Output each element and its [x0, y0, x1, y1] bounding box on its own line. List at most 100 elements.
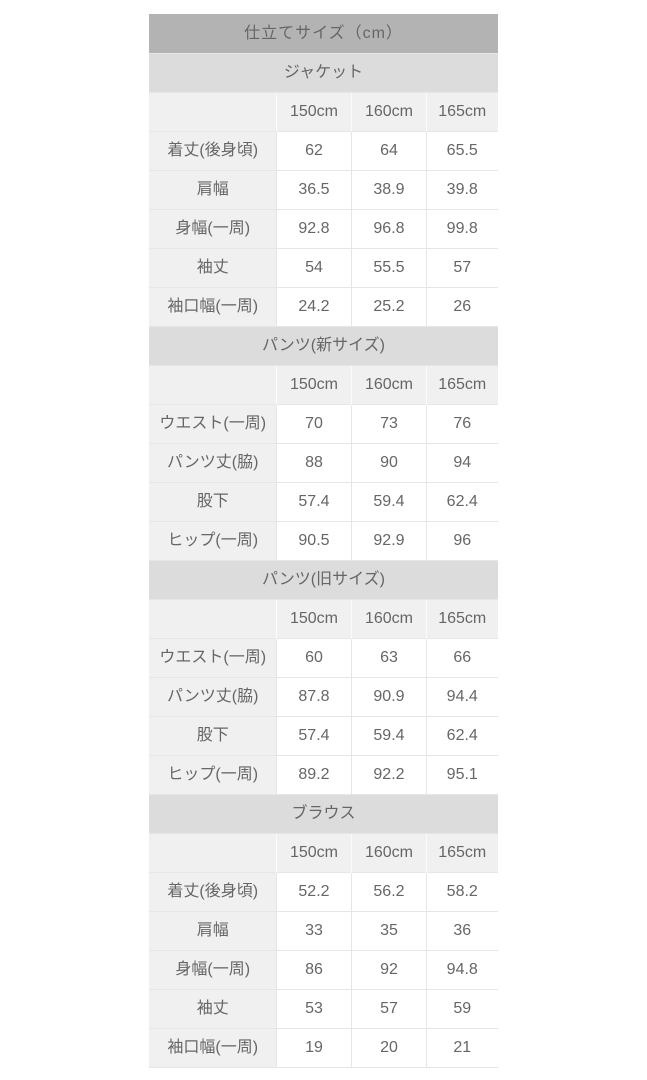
- row-label: パンツ丈(脇): [149, 442, 277, 482]
- measurement-row: 着丈(後身頃) 52.2 56.2 58.2: [149, 871, 498, 911]
- size-value: 24.2: [275, 286, 352, 326]
- size-value: 58.2: [425, 871, 498, 911]
- size-value: 95.1: [425, 754, 498, 794]
- size-value: 73: [350, 403, 427, 443]
- section-row: パンツ(新サイズ): [149, 325, 498, 365]
- measurement-row: 肩幅 36.5 38.9 39.8: [149, 169, 498, 209]
- size-value: 92: [350, 949, 427, 989]
- size-value: 70: [275, 403, 352, 443]
- row-label: ヒップ(一周): [149, 754, 277, 794]
- measurement-row: 袖丈 54 55.5 57: [149, 247, 498, 287]
- size-value: 88: [275, 442, 352, 482]
- size-value: 57: [350, 988, 427, 1028]
- section-row: パンツ(旧サイズ): [149, 559, 498, 599]
- row-label: ウエスト(一周): [149, 403, 277, 443]
- size-value: 57.4: [275, 481, 352, 521]
- size-value: 39.8: [425, 169, 498, 209]
- corner-cell: [149, 364, 277, 404]
- size-value: 52.2: [275, 871, 352, 911]
- size-value: 94.8: [425, 949, 498, 989]
- measurement-row: 袖口幅(一周) 24.2 25.2 26: [149, 286, 498, 326]
- size-value: 63: [350, 637, 427, 677]
- size-value: 96.8: [350, 208, 427, 248]
- size-value: 94.4: [425, 676, 498, 716]
- size-value: 87.8: [275, 676, 352, 716]
- column-header-150cm: 150cm: [275, 91, 352, 131]
- size-value: 33: [275, 910, 352, 950]
- size-value: 66: [425, 637, 498, 677]
- size-value: 57.4: [275, 715, 352, 755]
- size-value: 36: [425, 910, 498, 950]
- size-value: 38.9: [350, 169, 427, 209]
- column-header-row: 150cm 160cm 165cm: [149, 832, 498, 872]
- column-header-row: 150cm 160cm 165cm: [149, 91, 498, 131]
- column-header-150cm: 150cm: [275, 364, 352, 404]
- size-value: 89.2: [275, 754, 352, 794]
- row-label: 身幅(一周): [149, 949, 277, 989]
- table-title: 仕立てサイズ（cm）: [149, 14, 498, 53]
- corner-cell: [149, 91, 277, 131]
- size-value: 92.2: [350, 754, 427, 794]
- size-value: 76: [425, 403, 498, 443]
- row-label: 袖口幅(一周): [149, 1027, 277, 1068]
- row-label: ウエスト(一周): [149, 637, 277, 677]
- row-label: 肩幅: [149, 910, 277, 950]
- size-value: 65.5: [425, 130, 498, 170]
- title-row: 仕立てサイズ（cm）: [149, 14, 498, 53]
- row-label: パンツ丈(脇): [149, 676, 277, 716]
- row-label: 股下: [149, 481, 277, 521]
- column-header-row: 150cm 160cm 165cm: [149, 364, 498, 404]
- size-value: 90.9: [350, 676, 427, 716]
- size-value: 59.4: [350, 481, 427, 521]
- size-value: 55.5: [350, 247, 427, 287]
- measurement-row: パンツ丈(脇) 87.8 90.9 94.4: [149, 676, 498, 716]
- size-value: 25.2: [350, 286, 427, 326]
- size-value: 20: [350, 1027, 427, 1068]
- section-header: ブラウス: [149, 793, 498, 833]
- row-label: 袖口幅(一周): [149, 286, 277, 326]
- size-value: 35: [350, 910, 427, 950]
- column-header-row: 150cm 160cm 165cm: [149, 598, 498, 638]
- column-header-150cm: 150cm: [275, 832, 352, 872]
- size-value: 36.5: [275, 169, 352, 209]
- size-value: 92.9: [350, 520, 427, 560]
- column-header-160cm: 160cm: [350, 832, 427, 872]
- measurement-row: パンツ丈(脇) 88 90 94: [149, 442, 498, 482]
- section-row: ジャケット: [149, 52, 498, 92]
- size-value: 90.5: [275, 520, 352, 560]
- corner-cell: [149, 832, 277, 872]
- row-label: ヒップ(一周): [149, 520, 277, 560]
- size-value: 57: [425, 247, 498, 287]
- size-value: 62: [275, 130, 352, 170]
- measurement-row: 身幅(一周) 86 92 94.8: [149, 949, 498, 989]
- size-value: 53: [275, 988, 352, 1028]
- size-value: 64: [350, 130, 427, 170]
- measurement-row: ヒップ(一周) 89.2 92.2 95.1: [149, 754, 498, 794]
- size-value: 94: [425, 442, 498, 482]
- measurement-row: 袖口幅(一周) 19 20 21: [149, 1027, 498, 1068]
- corner-cell: [149, 598, 277, 638]
- tailored-size-table: 仕立てサイズ（cm） ジャケット 150cm 160cm 165cm 着丈(後身頃) 62…: [149, 14, 498, 1068]
- measurement-row: ウエスト(一周) 70 73 76: [149, 403, 498, 443]
- row-label: 袖丈: [149, 247, 277, 287]
- column-header-165cm: 165cm: [425, 832, 498, 872]
- size-value: 96: [425, 520, 498, 560]
- column-header-160cm: 160cm: [350, 91, 427, 131]
- size-value: 60: [275, 637, 352, 677]
- column-header-160cm: 160cm: [350, 598, 427, 638]
- column-header-165cm: 165cm: [425, 91, 498, 131]
- row-label: 着丈(後身頃): [149, 130, 277, 170]
- size-value: 99.8: [425, 208, 498, 248]
- size-value: 56.2: [350, 871, 427, 911]
- section-row: ブラウス: [149, 793, 498, 833]
- column-header-160cm: 160cm: [350, 364, 427, 404]
- size-value: 19: [275, 1027, 352, 1068]
- size-value: 59.4: [350, 715, 427, 755]
- size-value: 59: [425, 988, 498, 1028]
- row-label: 身幅(一周): [149, 208, 277, 248]
- row-label: 着丈(後身頃): [149, 871, 277, 911]
- size-value: 21: [425, 1027, 498, 1068]
- measurement-row: 袖丈 53 57 59: [149, 988, 498, 1028]
- column-header-165cm: 165cm: [425, 364, 498, 404]
- row-label: 股下: [149, 715, 277, 755]
